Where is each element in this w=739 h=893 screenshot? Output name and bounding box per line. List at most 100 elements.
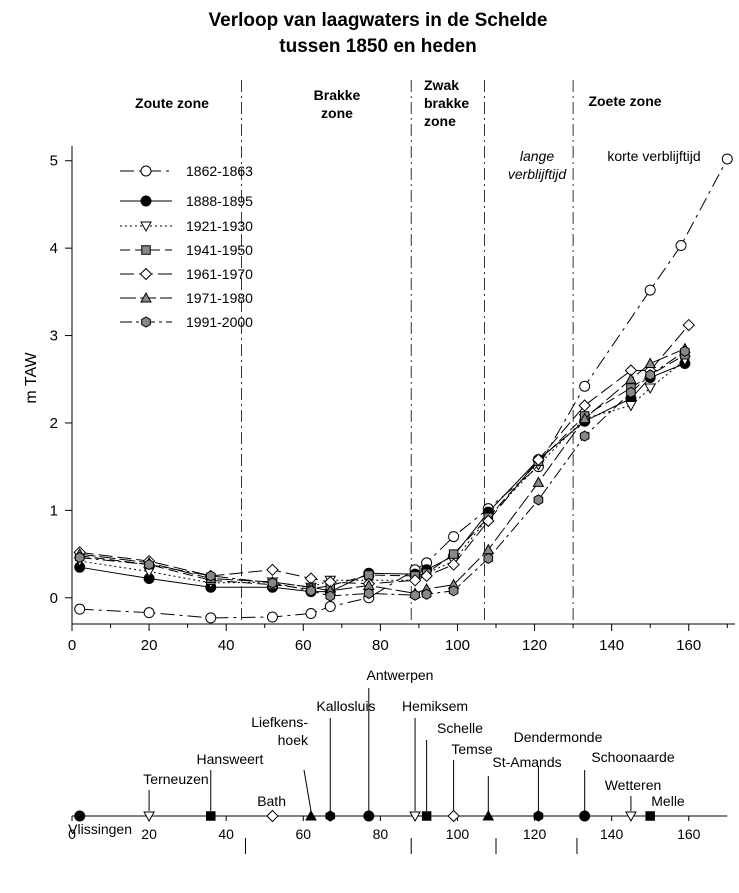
data-point (144, 608, 154, 618)
zone-label-zwak: brakke (424, 95, 469, 111)
data-point (268, 578, 277, 588)
legend-label: 1941-1950 (186, 242, 253, 258)
location-label: Hansweert (197, 751, 264, 767)
location-tick-label: 20 (141, 826, 157, 842)
data-point (645, 384, 655, 393)
location-marker (75, 811, 85, 821)
data-point (627, 387, 636, 397)
data-point (449, 586, 458, 596)
data-point (307, 586, 316, 596)
data-point (681, 346, 690, 356)
y-axis-label: m TAW (23, 351, 40, 403)
x-tick-label: 100 (445, 637, 470, 654)
location-marker (646, 812, 655, 821)
location-antwerpen: Antwerpen (364, 667, 434, 821)
location-label: Schoonaarde (591, 749, 675, 765)
data-point (722, 154, 732, 164)
data-point (533, 477, 543, 486)
x-tick-label: 40 (218, 637, 235, 654)
data-point (645, 359, 655, 368)
location-tick-label: 40 (218, 826, 234, 842)
location-label: Antwerpen (367, 667, 434, 683)
legend-label: 1971-1980 (186, 290, 253, 306)
x-tick-label: 0 (68, 637, 76, 654)
data-point (449, 550, 458, 559)
data-point (267, 564, 278, 575)
location-temse: Temse (448, 741, 493, 822)
data-point (683, 320, 694, 331)
y-tick-label: 0 (50, 590, 58, 607)
y-tick-label: 5 (50, 153, 58, 170)
location-label: Temse (451, 741, 492, 757)
location-tick-label: 160 (677, 826, 701, 842)
data-point (626, 374, 636, 383)
location-marker (422, 812, 431, 821)
x-tick-label: 80 (372, 637, 389, 654)
location-kallosluis: Kallosluis (316, 698, 375, 821)
location-label: Bath (257, 793, 286, 809)
location-marker (207, 812, 216, 821)
zone-label-brakke: zone (321, 105, 353, 121)
legend-marker (142, 317, 151, 327)
location-dendermonde: Dendermonde (514, 729, 603, 821)
location-label: Liefkens- (251, 714, 308, 730)
legend: 1862-1863 1888-1895 1921-1930 1941-1950 1961… (120, 163, 253, 330)
location-marker (326, 811, 335, 821)
chart-title: Verloop van laagwaters in de Schelde tus… (209, 10, 548, 57)
series-line (80, 325, 689, 584)
data-point (306, 609, 316, 619)
data-point (422, 589, 431, 599)
data-point (75, 604, 85, 614)
legend-label: 1961-1970 (186, 266, 253, 282)
legend-marker (142, 246, 151, 255)
data-point (484, 553, 493, 563)
data-point (448, 559, 459, 570)
location-label: Vlissingen (68, 821, 132, 837)
location-hemiksem: Hemiksem (402, 698, 468, 821)
series-line (80, 351, 685, 596)
location-marker (580, 811, 590, 821)
series-line (80, 360, 685, 587)
legend-label: 1921-1930 (186, 218, 253, 234)
location-vlissingen: Vlissingen (68, 811, 132, 837)
series-1941-1950 (75, 351, 689, 594)
zone-label-lange: lange (520, 148, 554, 164)
series-line (80, 355, 685, 589)
series-1991-2000 (75, 346, 689, 601)
data-point (580, 381, 590, 391)
location-label: Kallosluis (316, 698, 375, 714)
data-point (364, 588, 373, 598)
location-st-amands: St-Amands (483, 754, 561, 820)
zone-label-zoete: Zoete zone (588, 93, 661, 109)
series-layer (74, 154, 732, 623)
legend-label: 1862-1863 (186, 163, 253, 179)
x-tick-label: 160 (676, 637, 701, 654)
location-marker (267, 811, 278, 822)
series-1888-1895 (75, 359, 690, 597)
zone-label-brakke: Brakke (314, 87, 361, 103)
location-terneuzen: Terneuzen (143, 771, 208, 821)
zone-label-zwak: zone (424, 113, 456, 129)
y-tick-label: 1 (50, 502, 58, 519)
location-tick-label: 80 (373, 826, 389, 842)
legend-marker (141, 166, 151, 176)
x-tick-label: 60 (295, 637, 312, 654)
zone-label-zoute: Zoute zone (135, 95, 209, 111)
series-1961-1970 (74, 320, 694, 590)
data-point (449, 532, 459, 542)
location-axis: 0 20 40 60 80 100 120 140 160 Vlissingen Terneuzen… (68, 667, 727, 854)
data-point (676, 241, 686, 251)
data-point (534, 495, 543, 505)
chart-title-line-2: tussen 1850 en heden (279, 36, 476, 57)
location-tick-label: 120 (523, 826, 547, 842)
location-schelle: Schelle (422, 720, 483, 820)
data-point (206, 571, 215, 581)
x-tick-label: 140 (599, 637, 624, 654)
y-tick-label: 2 (50, 415, 58, 432)
zone-label-lange: verblijftijd (508, 166, 568, 182)
data-point (267, 612, 277, 622)
data-point (145, 560, 154, 570)
data-point (325, 602, 335, 612)
x-tick-label: 120 (522, 637, 547, 654)
